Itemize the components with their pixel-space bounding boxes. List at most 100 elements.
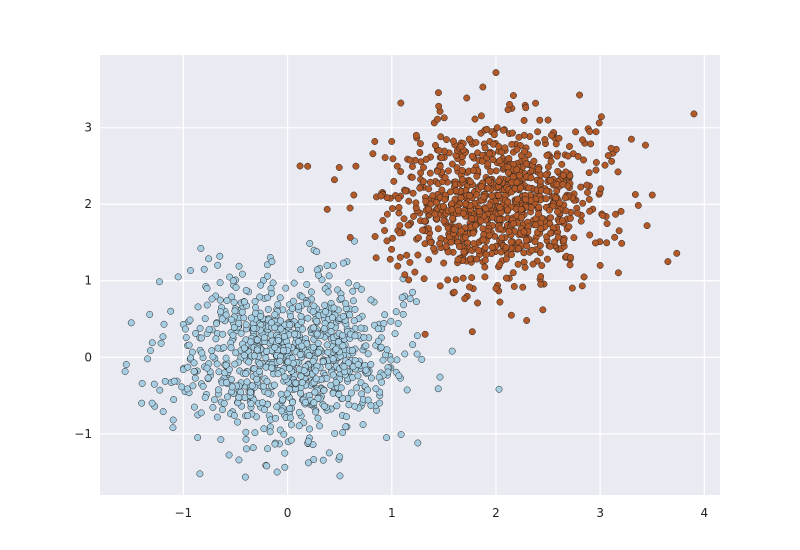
data-point — [486, 201, 494, 209]
data-point — [306, 240, 314, 247]
data-point — [323, 205, 331, 213]
data-point — [345, 279, 353, 287]
data-point — [292, 379, 300, 387]
data-point — [483, 125, 491, 133]
data-point — [474, 299, 481, 307]
data-point — [241, 298, 248, 306]
data-point — [277, 325, 285, 333]
data-point — [280, 430, 288, 438]
data-point — [305, 352, 313, 359]
data-point — [274, 336, 282, 344]
data-point — [253, 375, 261, 383]
data-point — [499, 126, 507, 134]
data-point — [397, 431, 405, 438]
data-point — [380, 319, 388, 327]
data-point — [257, 281, 265, 289]
data-point — [307, 288, 315, 296]
data-point — [194, 303, 202, 311]
data-point — [212, 335, 220, 343]
data-point — [690, 110, 698, 118]
data-point — [220, 344, 228, 351]
data-point — [515, 172, 523, 180]
data-point — [467, 178, 474, 186]
data-point — [301, 398, 309, 406]
data-point — [579, 136, 586, 144]
data-point — [285, 364, 293, 372]
data-point — [526, 133, 534, 141]
data-point — [303, 300, 310, 307]
data-point — [296, 162, 304, 170]
data-point — [522, 236, 530, 244]
data-point — [271, 324, 279, 332]
data-point — [627, 135, 635, 143]
data-point — [371, 138, 379, 145]
y-tick-label: 3 — [84, 121, 92, 135]
data-point — [466, 192, 474, 200]
data-point — [324, 288, 332, 296]
data-point — [388, 138, 396, 145]
data-point — [181, 325, 189, 333]
data-point — [404, 221, 412, 229]
data-point — [327, 322, 335, 329]
x-tick-label: 3 — [596, 506, 604, 520]
data-point — [357, 324, 365, 332]
data-point — [201, 394, 209, 401]
data-point — [349, 297, 357, 305]
data-point — [273, 403, 281, 411]
data-point — [185, 341, 193, 349]
data-point — [417, 169, 425, 177]
data-point — [438, 186, 446, 194]
data-point — [501, 144, 509, 152]
data-point — [434, 115, 441, 123]
data-point — [392, 308, 400, 316]
data-point — [250, 324, 258, 332]
data-point — [452, 276, 460, 284]
data-point — [484, 160, 492, 168]
data-point — [230, 298, 238, 306]
data-point — [536, 242, 544, 249]
data-point — [157, 339, 165, 347]
data-point — [421, 240, 429, 248]
data-point — [360, 334, 368, 341]
data-point — [447, 188, 454, 196]
data-point — [592, 159, 600, 166]
data-point — [510, 283, 518, 290]
data-point — [325, 272, 333, 280]
data-point — [585, 195, 593, 203]
data-point — [543, 255, 551, 263]
data-point — [312, 408, 320, 416]
data-point — [480, 193, 488, 201]
data-point — [475, 208, 483, 216]
data-point — [517, 184, 524, 192]
data-point — [448, 160, 456, 168]
data-point — [201, 315, 209, 323]
data-point — [327, 381, 335, 389]
data-point — [418, 355, 426, 363]
data-point — [191, 374, 199, 382]
data-point — [568, 284, 576, 292]
data-point — [513, 178, 521, 186]
series-1-points — [121, 237, 503, 481]
data-point — [523, 242, 531, 250]
data-point — [579, 199, 587, 207]
data-point — [259, 399, 266, 407]
data-point — [349, 287, 357, 295]
data-point — [216, 252, 224, 260]
data-point — [216, 296, 224, 304]
y-tick-label: 2 — [84, 197, 92, 211]
data-point — [150, 380, 158, 388]
data-point — [213, 413, 221, 421]
data-point — [611, 233, 619, 241]
data-point — [430, 244, 438, 252]
data-point — [479, 83, 487, 91]
data-point — [544, 116, 552, 124]
data-point — [492, 167, 500, 175]
data-point — [329, 371, 337, 379]
data-point — [332, 345, 340, 353]
data-point — [664, 258, 672, 266]
data-point — [559, 171, 567, 179]
data-point — [281, 449, 289, 457]
data-point — [337, 294, 345, 302]
data-point — [146, 347, 154, 355]
data-point — [539, 306, 547, 314]
